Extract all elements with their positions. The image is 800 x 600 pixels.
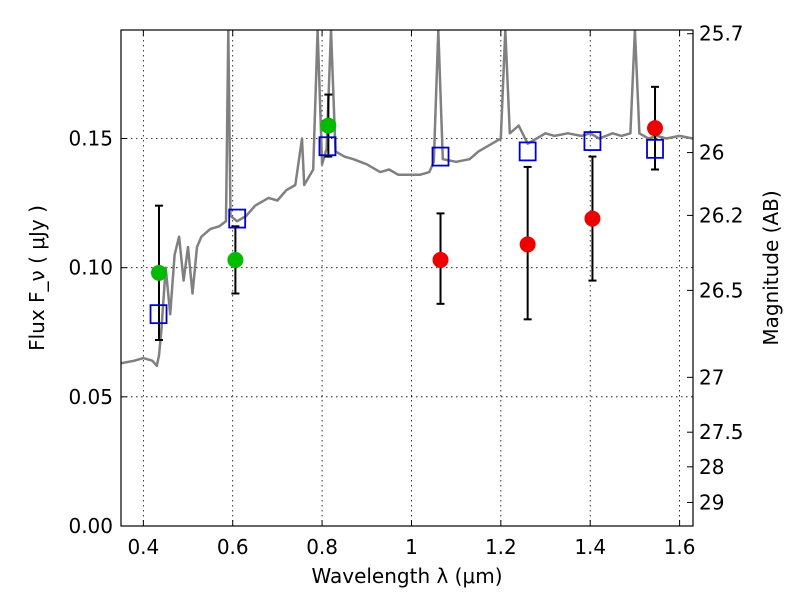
- x-tick-label: 0.6: [217, 535, 249, 559]
- x-tick-label: 1.6: [664, 535, 696, 559]
- square-marker: [583, 131, 602, 151]
- y2-tick-label: 25.7: [699, 22, 744, 46]
- circle-marker: [647, 120, 664, 137]
- square-marker: [318, 136, 337, 157]
- x-tick-label: 0.4: [127, 535, 159, 559]
- x-axis-label: Wavelength λ (μm): [311, 564, 502, 588]
- x-tick-label: 1.4: [574, 535, 606, 559]
- y2-tick-label: 27.5: [699, 420, 744, 444]
- y-tick-label: 0.05: [68, 385, 113, 409]
- y2-tick-label: 26: [699, 141, 724, 165]
- square-marker: [646, 138, 664, 159]
- axis-ticks: [121, 30, 693, 527]
- circle-marker: [320, 117, 337, 134]
- square-marker: [228, 208, 247, 229]
- y2-tick-label: 28: [699, 455, 724, 479]
- x-tick-label: 1: [405, 535, 418, 559]
- y-tick-label: 0.15: [68, 127, 113, 151]
- spectrum-layer: [121, 30, 693, 368]
- tick-labels: 0.4 0.6 0.8 1 1.2 1.4 1.6 0.00 0.05 0.10 0.15 25.7 2…: [68, 22, 743, 559]
- plot-frame: [120, 29, 694, 527]
- spectrum-line: [121, 30, 693, 368]
- y-axis-label: Flux F_ν ( μJy ): [25, 205, 49, 351]
- circle-marker: [227, 251, 244, 268]
- y2-tick-label: 27: [699, 365, 724, 389]
- square-marker: [518, 141, 537, 162]
- y2-tick-label: 29: [699, 490, 724, 514]
- y2-axis-label: Magnitude (AB): [759, 190, 783, 345]
- x-tick-label: 0.8: [306, 535, 338, 559]
- marker-layer: [149, 117, 664, 325]
- x-tick-label: 1.2: [485, 535, 517, 559]
- circle-marker: [584, 210, 601, 227]
- y-tick-label: 0.10: [68, 256, 113, 280]
- square-marker: [431, 146, 450, 167]
- grid-lines: [121, 30, 693, 526]
- y2-tick-label: 26.5: [699, 278, 744, 302]
- circle-marker: [432, 251, 449, 268]
- circle-marker: [150, 264, 167, 281]
- square-marker: [149, 304, 168, 325]
- y2-tick-label: 26.2: [699, 203, 744, 227]
- circle-marker: [519, 236, 536, 253]
- y-tick-label: 0.00: [68, 514, 113, 538]
